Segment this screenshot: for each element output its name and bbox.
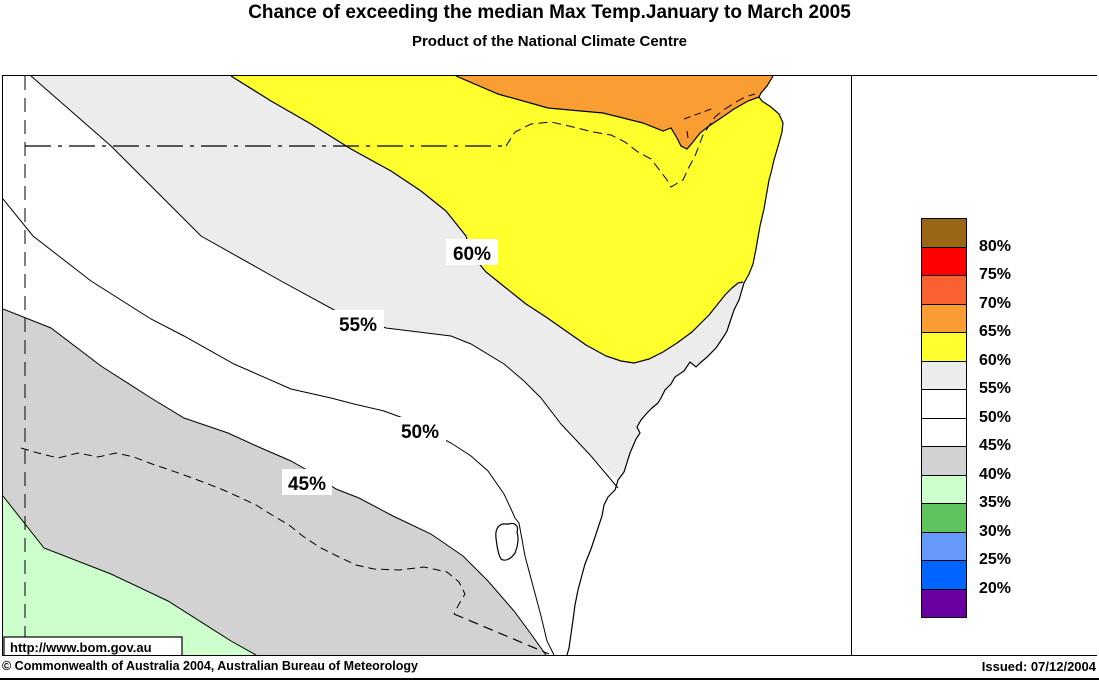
legend-label-20: 20% [979,579,1012,597]
legend-swatch-55-60 [922,361,966,390]
svg-text:50%: 50% [401,422,439,443]
contour-map: 60% 55% 50% 45% http://www.bom.gov.au [3,76,851,655]
contour-label-55: 55% [332,310,384,336]
legend-label-30: 30% [979,522,1012,540]
legend-label-55: 55% [979,380,1012,397]
legend-swatch-above-80 [922,219,966,248]
legend-label-45: 45% [979,437,1012,454]
legend-swatch-below-20 [922,589,966,617]
river-tick-north [686,130,689,139]
legend-label-65: 65% [979,323,1012,340]
legend-label-50: 50% [979,408,1012,426]
svg-text:55%: 55% [339,315,377,336]
page-header: Chance of exceeding the median Max Temp.… [0,0,1099,50]
legend-swatch-35-40 [922,475,966,504]
legend-label-70: 70% [979,294,1012,312]
legend-panel: 80% 75% 70% 65% 60% 55% 50% 45% 40% 35% 30% 25% 20% [851,76,1097,655]
copyright-text: © Commonwealth of Australia 2004, Austra… [2,659,418,673]
svg-text:60%: 60% [453,244,491,265]
murray-border-dashed-line [453,613,550,655]
contour-label-45: 45% [282,469,332,495]
region-65-70-orange [456,76,773,149]
legend-swatch-75-80 [922,247,966,276]
legend-swatch-60-65 [922,333,966,362]
legend-swatch-65-70 [922,304,966,333]
contour-label-50: 50% [394,417,446,443]
watermark-url: http://www.bom.gov.au [10,640,152,655]
legend-swatch-25-30 [922,532,966,561]
contour-50 [3,198,555,655]
region-35-40-green [3,496,256,655]
page-title: Chance of exceeding the median Max Temp.… [248,2,851,23]
issued-text: Issued: 07/12/2004 [981,659,1096,674]
coastline [566,76,784,655]
legend-label-35: 35% [979,494,1012,511]
contour-55 [30,76,619,489]
contour-label-60: 60% [446,239,498,265]
legend-swatch-40-45 [922,447,966,476]
svg-text:45%: 45% [288,474,326,495]
legend-color-scale [921,218,967,618]
legend-label-75: 75% [979,266,1012,283]
footer-bar: © Commonwealth of Australia 2004, Austra… [0,656,1099,680]
contour-40 [3,495,257,655]
watermark-box: http://www.bom.gov.au [3,636,183,655]
qld-border-river-dashed [505,93,756,188]
legend-label-25: 25% [979,551,1012,568]
legend-swatch-50-55 [922,390,966,419]
river-dashed-line [20,447,466,615]
region-60-65-yellow [231,76,783,363]
region-55-60-band [31,76,744,480]
legend-swatch-20-25 [922,561,966,590]
contour-65 [455,76,760,150]
legend-swatch-70-75 [922,276,966,305]
map-frame: 60% 55% 50% 45% http://www.bom.gov.au [2,75,1097,656]
legend-swatch-45-50 [922,418,966,447]
page-subtitle: Product of the National Climate Centre [411,33,688,50]
legend-swatch-30-35 [922,504,966,533]
act-outline [495,522,519,561]
river-dashes-north [683,107,715,120]
legend-label-40: 40% [979,465,1012,483]
legend-label-60: 60% [979,351,1012,369]
legend-label-80: 80% [979,237,1012,255]
contour-60 [230,76,744,364]
